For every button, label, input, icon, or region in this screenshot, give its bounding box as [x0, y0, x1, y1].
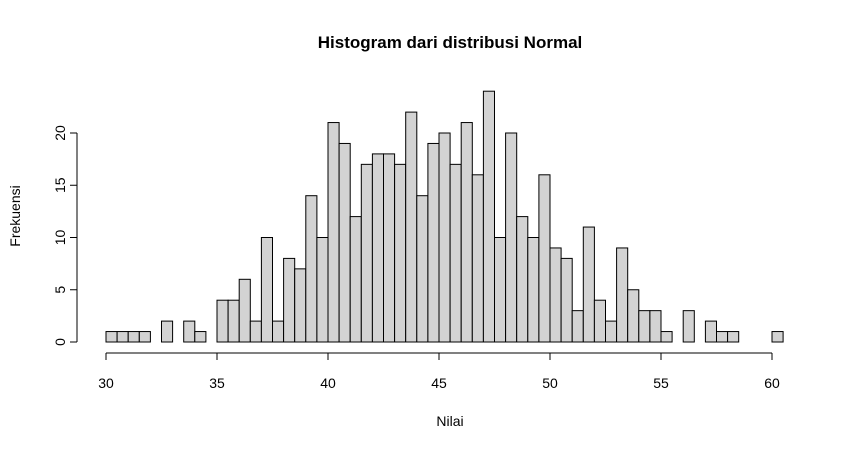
histogram-bar: [716, 331, 729, 343]
histogram-bar: [105, 331, 118, 343]
histogram-bar: [638, 310, 651, 343]
histogram-bar: [438, 132, 451, 343]
histogram-bar: [682, 310, 695, 343]
histogram-bar: [227, 299, 240, 343]
histogram-bar: [660, 331, 673, 343]
histogram-bar: [494, 237, 507, 343]
histogram-bar: [505, 132, 518, 343]
histogram-bar: [427, 142, 440, 343]
histogram-bar: [471, 174, 484, 343]
histogram-bar: [538, 174, 551, 343]
histogram-bar: [371, 153, 384, 343]
histogram-bar: [338, 142, 351, 343]
histogram-bar: [183, 320, 196, 343]
histogram-bar: [249, 320, 262, 343]
histogram-bar: [704, 320, 718, 343]
histogram-bar: [127, 331, 140, 343]
x-tick-label: 40: [320, 375, 336, 391]
y-tick-label: 15: [52, 177, 68, 193]
x-tick-label: 30: [98, 375, 114, 391]
bars-group: [105, 90, 784, 343]
chart-title: Histogram dari distribusi Normal: [318, 33, 583, 52]
x-tick-label: 50: [542, 375, 558, 391]
histogram-bar: [349, 216, 362, 343]
histogram-bar: [260, 237, 273, 343]
x-tick-label: 35: [209, 375, 225, 391]
histogram-bar: [283, 257, 296, 343]
histogram-bar: [560, 257, 573, 343]
histogram-bar: [394, 163, 407, 343]
histogram-bar: [416, 195, 429, 343]
histogram-bar: [216, 299, 229, 343]
y-tick-label: 5: [52, 286, 68, 294]
histogram-bar: [327, 122, 340, 343]
histogram-bar: [605, 320, 618, 343]
histogram-bar: [294, 268, 307, 343]
histogram-bar: [771, 331, 784, 343]
histogram-bar: [482, 90, 495, 343]
histogram-bar: [549, 247, 562, 343]
histogram-bar: [116, 331, 129, 343]
histogram-bar: [593, 299, 607, 343]
histogram-bar: [238, 278, 251, 343]
histogram-bar: [527, 237, 540, 343]
histogram-bar: [405, 111, 418, 343]
histogram-bar: [161, 320, 174, 343]
histogram-bar: [627, 289, 640, 343]
histogram-bar: [516, 216, 529, 343]
y-tick-label: 20: [52, 125, 68, 141]
histogram-bar: [194, 331, 207, 343]
y-axis-label: Frekuensi: [7, 185, 23, 246]
histogram-bar: [360, 163, 373, 343]
y-axis: 0 5 10 15 20: [52, 125, 78, 346]
x-axis: 30 35 40 45 50 55 60: [98, 352, 780, 391]
histogram-bar: [582, 226, 595, 343]
histogram-bar: [449, 163, 462, 343]
histogram-bar: [727, 331, 740, 343]
y-tick-label: 0: [52, 338, 68, 346]
x-tick-label: 55: [653, 375, 669, 391]
x-tick-label: 45: [431, 375, 447, 391]
histogram-bar: [305, 195, 318, 343]
x-axis-label: Nilai: [436, 413, 463, 429]
histogram-bar: [616, 247, 629, 343]
x-tick-label: 60: [764, 375, 780, 391]
histogram-bar: [316, 237, 329, 343]
y-tick-label: 10: [52, 230, 68, 246]
histogram-bar: [460, 122, 473, 343]
histogram-bar: [571, 310, 584, 343]
histogram-bar: [383, 153, 396, 343]
histogram-bar: [272, 320, 285, 343]
histogram-bar: [138, 331, 151, 343]
histogram-bar: [649, 310, 662, 343]
